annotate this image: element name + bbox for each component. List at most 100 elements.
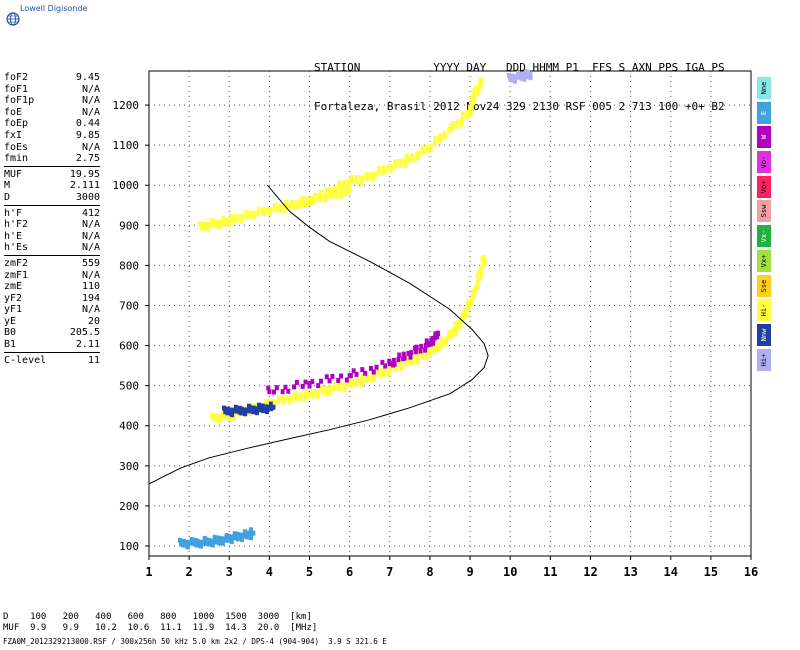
echo-point bbox=[318, 189, 323, 195]
echo-point bbox=[371, 377, 376, 383]
echo-point bbox=[424, 338, 429, 344]
echo-point bbox=[317, 192, 322, 198]
echo-point bbox=[320, 385, 325, 391]
echo-point bbox=[338, 194, 343, 200]
echo-point bbox=[416, 150, 421, 156]
echo-point bbox=[282, 207, 287, 213]
echo-point bbox=[376, 368, 381, 374]
echo-point bbox=[516, 74, 521, 80]
x-tick-label: 11 bbox=[543, 565, 557, 579]
echo-point bbox=[245, 530, 250, 536]
echo-point bbox=[337, 184, 342, 190]
echo-point bbox=[290, 204, 295, 210]
echo-point bbox=[235, 536, 240, 542]
legend-label: Hi- bbox=[760, 303, 768, 317]
param-name: foEp bbox=[4, 118, 29, 130]
echo-point bbox=[402, 355, 407, 361]
echo-point bbox=[211, 538, 216, 544]
echo-point bbox=[347, 381, 352, 387]
echo-point bbox=[303, 392, 308, 398]
echo-point bbox=[432, 141, 437, 147]
param-name: yE bbox=[4, 315, 17, 327]
echo-point bbox=[396, 357, 401, 363]
legend-label: Hi+ bbox=[760, 353, 768, 366]
echo-point bbox=[414, 344, 419, 350]
echo-point bbox=[347, 188, 352, 194]
echo-point bbox=[293, 395, 298, 401]
param-row: h'Es N/A bbox=[4, 242, 100, 254]
legend-item: Ssw bbox=[757, 200, 771, 223]
echo-point bbox=[254, 410, 259, 416]
echo-point bbox=[209, 222, 214, 228]
echo-point bbox=[433, 347, 438, 353]
echo-point bbox=[239, 408, 244, 413]
echo-point bbox=[410, 360, 415, 366]
echo-point bbox=[433, 331, 438, 337]
echo-point bbox=[460, 117, 465, 122]
echo-point bbox=[398, 361, 403, 367]
param-name: h'E bbox=[4, 230, 23, 242]
echo-point bbox=[354, 382, 359, 388]
echo-point bbox=[210, 412, 215, 418]
legend-label: Ssw bbox=[760, 205, 768, 218]
echo-point bbox=[459, 122, 464, 128]
param-name: B0 bbox=[4, 327, 17, 339]
echo-point bbox=[268, 211, 272, 217]
echo-point bbox=[328, 390, 333, 396]
echo-point bbox=[218, 418, 223, 424]
echo-point bbox=[436, 347, 441, 353]
echo-point bbox=[330, 189, 335, 195]
echo-point bbox=[251, 530, 256, 536]
echo-point bbox=[345, 186, 350, 192]
echo-point bbox=[454, 124, 459, 130]
echo-point bbox=[427, 341, 432, 347]
legend-label: Vo- bbox=[760, 155, 768, 169]
echo-point bbox=[354, 175, 359, 181]
echo-point bbox=[205, 222, 210, 228]
echo-point bbox=[528, 71, 533, 77]
echo-point bbox=[423, 343, 428, 349]
echo-point bbox=[177, 537, 182, 543]
echo-point bbox=[442, 130, 447, 136]
echo-point bbox=[398, 163, 403, 169]
param-name: zmF2 bbox=[4, 257, 29, 269]
echo-point bbox=[460, 111, 465, 117]
echo-point bbox=[307, 381, 312, 387]
echo-point bbox=[420, 145, 425, 151]
param-row: yF1 N/A bbox=[4, 304, 100, 316]
echo-point bbox=[296, 200, 301, 206]
echo-point bbox=[222, 405, 227, 411]
echo-point bbox=[372, 372, 377, 378]
echo-point bbox=[287, 202, 292, 208]
echo-point bbox=[508, 76, 513, 82]
param-value: N/A bbox=[81, 83, 100, 95]
echo-point bbox=[337, 382, 342, 388]
echo-point bbox=[248, 527, 253, 533]
param-row: foF2 9.45 bbox=[4, 72, 100, 84]
echo-point bbox=[237, 409, 242, 415]
echo-point bbox=[233, 404, 238, 410]
echo-point bbox=[298, 199, 303, 205]
echo-point bbox=[358, 382, 363, 388]
echo-point bbox=[332, 386, 337, 392]
echo-point bbox=[513, 74, 518, 80]
echo-point bbox=[387, 164, 392, 170]
echo-point bbox=[477, 275, 482, 281]
echo-point bbox=[203, 540, 208, 546]
param-value: 2.75 bbox=[75, 153, 100, 165]
y-tick-label: 400 bbox=[119, 420, 139, 433]
echo-point bbox=[266, 385, 271, 391]
echo-point bbox=[251, 210, 256, 216]
echo-point bbox=[436, 342, 441, 348]
param-divider bbox=[4, 204, 100, 206]
param-value: N/A bbox=[81, 95, 100, 107]
echo-point bbox=[257, 407, 262, 413]
echo-point bbox=[482, 258, 487, 264]
echo-point bbox=[468, 110, 473, 116]
echo-point bbox=[423, 347, 428, 353]
echo-point bbox=[522, 76, 527, 82]
param-name: yF1 bbox=[4, 304, 23, 316]
echo-point bbox=[310, 379, 315, 385]
echo-point bbox=[201, 221, 206, 227]
echo-point bbox=[229, 407, 234, 413]
